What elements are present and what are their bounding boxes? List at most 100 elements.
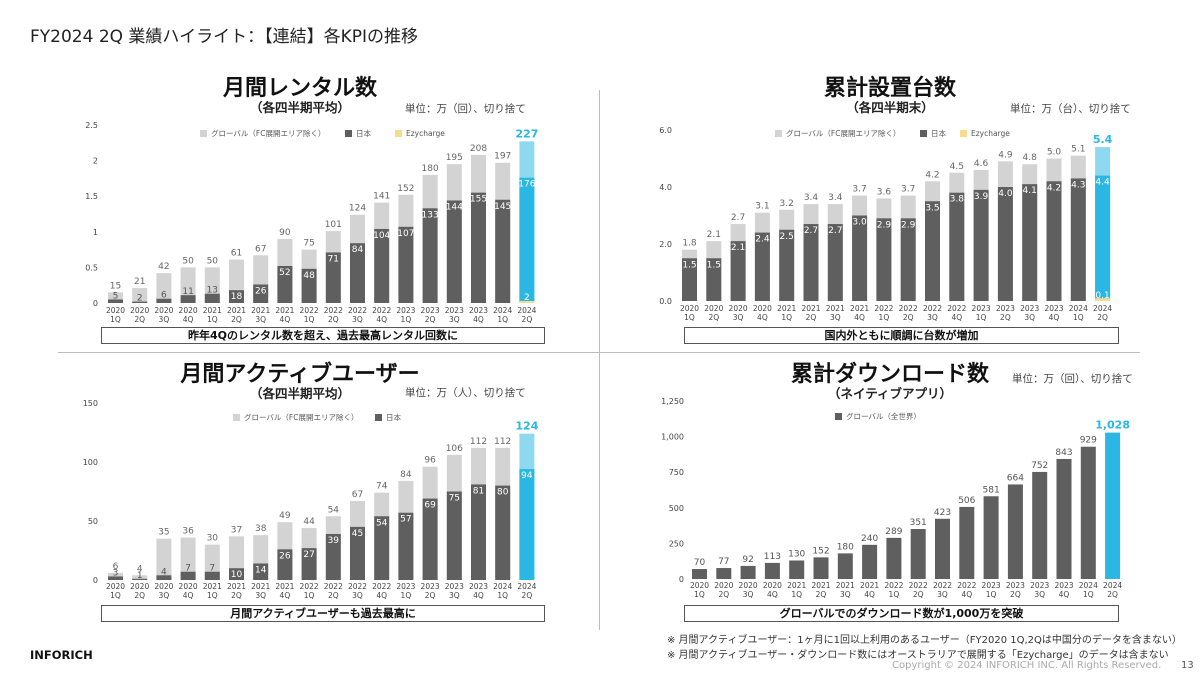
installations-xtick-quarter: 3Q bbox=[927, 313, 938, 322]
installations-bar-japan bbox=[1046, 181, 1062, 301]
mau-xtick-quarter: 2Q bbox=[522, 591, 533, 600]
rentals-bar-japan bbox=[108, 299, 123, 303]
mau-xtick-quarter: 3Q bbox=[255, 591, 266, 600]
mau-xtick-quarter: 3Q bbox=[449, 591, 460, 600]
mau-bar-global bbox=[180, 537, 196, 580]
downloads-total-value: 581 bbox=[983, 485, 1000, 495]
installations-japan-value: 2.9 bbox=[877, 220, 892, 230]
rentals-japan-value: 176 bbox=[518, 180, 535, 190]
mau-xtick-quarter: 3Q bbox=[159, 591, 170, 600]
mau-japan-value: 7 bbox=[209, 564, 215, 574]
installations-total-value: 4.6 bbox=[974, 159, 989, 169]
installations-total-value: 4.5 bbox=[950, 162, 964, 172]
downloads-xtick-quarter: 2Q bbox=[1107, 590, 1118, 599]
mau-japan-value: 81 bbox=[473, 486, 484, 496]
rentals-xtick-year: 2023 bbox=[469, 306, 488, 315]
mau-legend-swatch bbox=[375, 414, 382, 421]
downloads-total-value: 506 bbox=[958, 496, 975, 506]
mau-xtick-year: 2022 bbox=[324, 582, 343, 591]
rentals-xtick-quarter: 2Q bbox=[328, 315, 339, 324]
installations-bar-japan bbox=[997, 187, 1013, 301]
installations-japan-value: 3.5 bbox=[925, 203, 939, 213]
rentals-xtick-year: 2021 bbox=[227, 306, 246, 315]
installations-ezycharge-value: 0.1 bbox=[1095, 291, 1109, 301]
mau-total-value: 84 bbox=[400, 470, 412, 480]
rentals-xtick-quarter: 4Q bbox=[473, 315, 484, 324]
installations-xtick-year: 2020 bbox=[729, 304, 748, 313]
rentals-total-value: 61 bbox=[231, 249, 242, 259]
rentals-total-value: 90 bbox=[279, 228, 291, 238]
installations-total-value: 2.1 bbox=[707, 230, 721, 240]
rentals-xtick-quarter: 1Q bbox=[497, 315, 508, 324]
rentals-bar-global bbox=[108, 292, 123, 303]
rentals-japan-value: 133 bbox=[422, 210, 439, 220]
rentals-xtick-year: 2020 bbox=[130, 306, 149, 315]
rentals-xtick-year: 2022 bbox=[372, 306, 391, 315]
installations-xtick-year: 2020 bbox=[753, 304, 772, 313]
installations-japan-value: 3.9 bbox=[974, 192, 989, 202]
rentals-bar-japan bbox=[277, 265, 293, 303]
installations-total-value: 5.1 bbox=[1071, 145, 1085, 155]
downloads-xtick-year: 2024 bbox=[1103, 581, 1122, 590]
downloads-xtick-year: 2022 bbox=[933, 581, 952, 590]
rentals-total-value: 152 bbox=[397, 184, 414, 194]
installations-xtick-year: 2023 bbox=[1044, 304, 1063, 313]
mau-ytick-label: 100 bbox=[83, 458, 98, 467]
installations-xtick-quarter: 4Q bbox=[1049, 313, 1060, 322]
mau-xtick-quarter: 4Q bbox=[473, 591, 484, 600]
mau-japan-value: 3 bbox=[113, 568, 119, 578]
rentals-total-value: 42 bbox=[158, 262, 169, 272]
installations-bar-japan bbox=[803, 224, 819, 301]
installations-total-value: 4.8 bbox=[1023, 153, 1038, 163]
downloads-xtick-quarter: 4Q bbox=[961, 590, 972, 599]
installations-japan-value: 2.7 bbox=[804, 226, 818, 236]
mau-legend-swatch bbox=[233, 414, 240, 421]
rentals-japan-value: 2 bbox=[137, 294, 143, 304]
page-title: FY2024 2Q 業績ハイライト：【連結】各KPIの推移 bbox=[30, 27, 419, 47]
installations-bar-japan bbox=[973, 189, 989, 301]
installations-bar-ezycharge bbox=[1095, 298, 1111, 301]
installations-japan-value: 2.9 bbox=[901, 220, 916, 230]
rentals-bar-global bbox=[180, 267, 196, 303]
mau-bar-global bbox=[204, 544, 220, 580]
installations-legend-label: 日本 bbox=[931, 128, 946, 138]
mau-xtick-year: 2021 bbox=[203, 582, 222, 591]
installations-japan-value: 4.4 bbox=[1095, 178, 1110, 188]
mau-bar-japan bbox=[374, 516, 390, 580]
downloads-bar bbox=[1080, 446, 1096, 579]
installations-bar-japan bbox=[1022, 184, 1038, 301]
rentals-legend-label: Ezycharge bbox=[406, 129, 445, 138]
mau-bar-japan bbox=[156, 575, 172, 580]
rentals-japan-value: 52 bbox=[279, 268, 290, 278]
installations-xtick-year: 2022 bbox=[874, 304, 893, 313]
rentals-chart-subtitle: （各四半期平均） bbox=[249, 100, 350, 115]
installations-legend-swatch bbox=[775, 130, 782, 137]
mau-xtick-year: 2021 bbox=[251, 582, 270, 591]
footnote-ezycharge: ※ 月間アクティブユーザー・ダウンロード数にはオーストラリアで展開する「Ezyc… bbox=[667, 650, 1169, 661]
mau-bar-japan bbox=[277, 549, 293, 580]
mau-bar-global bbox=[108, 572, 123, 580]
rentals-bar-japan bbox=[398, 226, 414, 303]
rentals-bar-japan bbox=[350, 243, 365, 303]
installations-xtick-year: 2020 bbox=[680, 304, 699, 313]
mau-xtick-year: 2021 bbox=[275, 582, 294, 591]
downloads-xtick-year: 2020 bbox=[714, 581, 733, 590]
downloads-xtick-quarter: 4Q bbox=[864, 590, 875, 599]
downloads-bar bbox=[1032, 471, 1048, 579]
downloads-xtick-quarter: 1Q bbox=[986, 590, 997, 599]
rentals-xtick-quarter: 3Q bbox=[449, 315, 460, 324]
installations-legend-swatch bbox=[960, 130, 967, 137]
installations-xtick-year: 2020 bbox=[704, 304, 723, 313]
downloads-xtick-year: 2020 bbox=[739, 581, 758, 590]
rentals-japan-value: 144 bbox=[446, 202, 463, 212]
rentals-xtick-quarter: 4Q bbox=[280, 315, 291, 324]
mau-total-value: 112 bbox=[494, 437, 511, 447]
mau-japan-value: 27 bbox=[303, 550, 314, 560]
installations-xtick-quarter: 2Q bbox=[1097, 313, 1108, 322]
downloads-ytick-label: 0 bbox=[679, 575, 684, 584]
rentals-xtick-quarter: 3Q bbox=[159, 315, 170, 324]
mau-ytick-label: 150 bbox=[83, 399, 98, 408]
mau-total-value: 74 bbox=[376, 482, 388, 492]
installations-japan-value: 3.0 bbox=[852, 218, 867, 228]
